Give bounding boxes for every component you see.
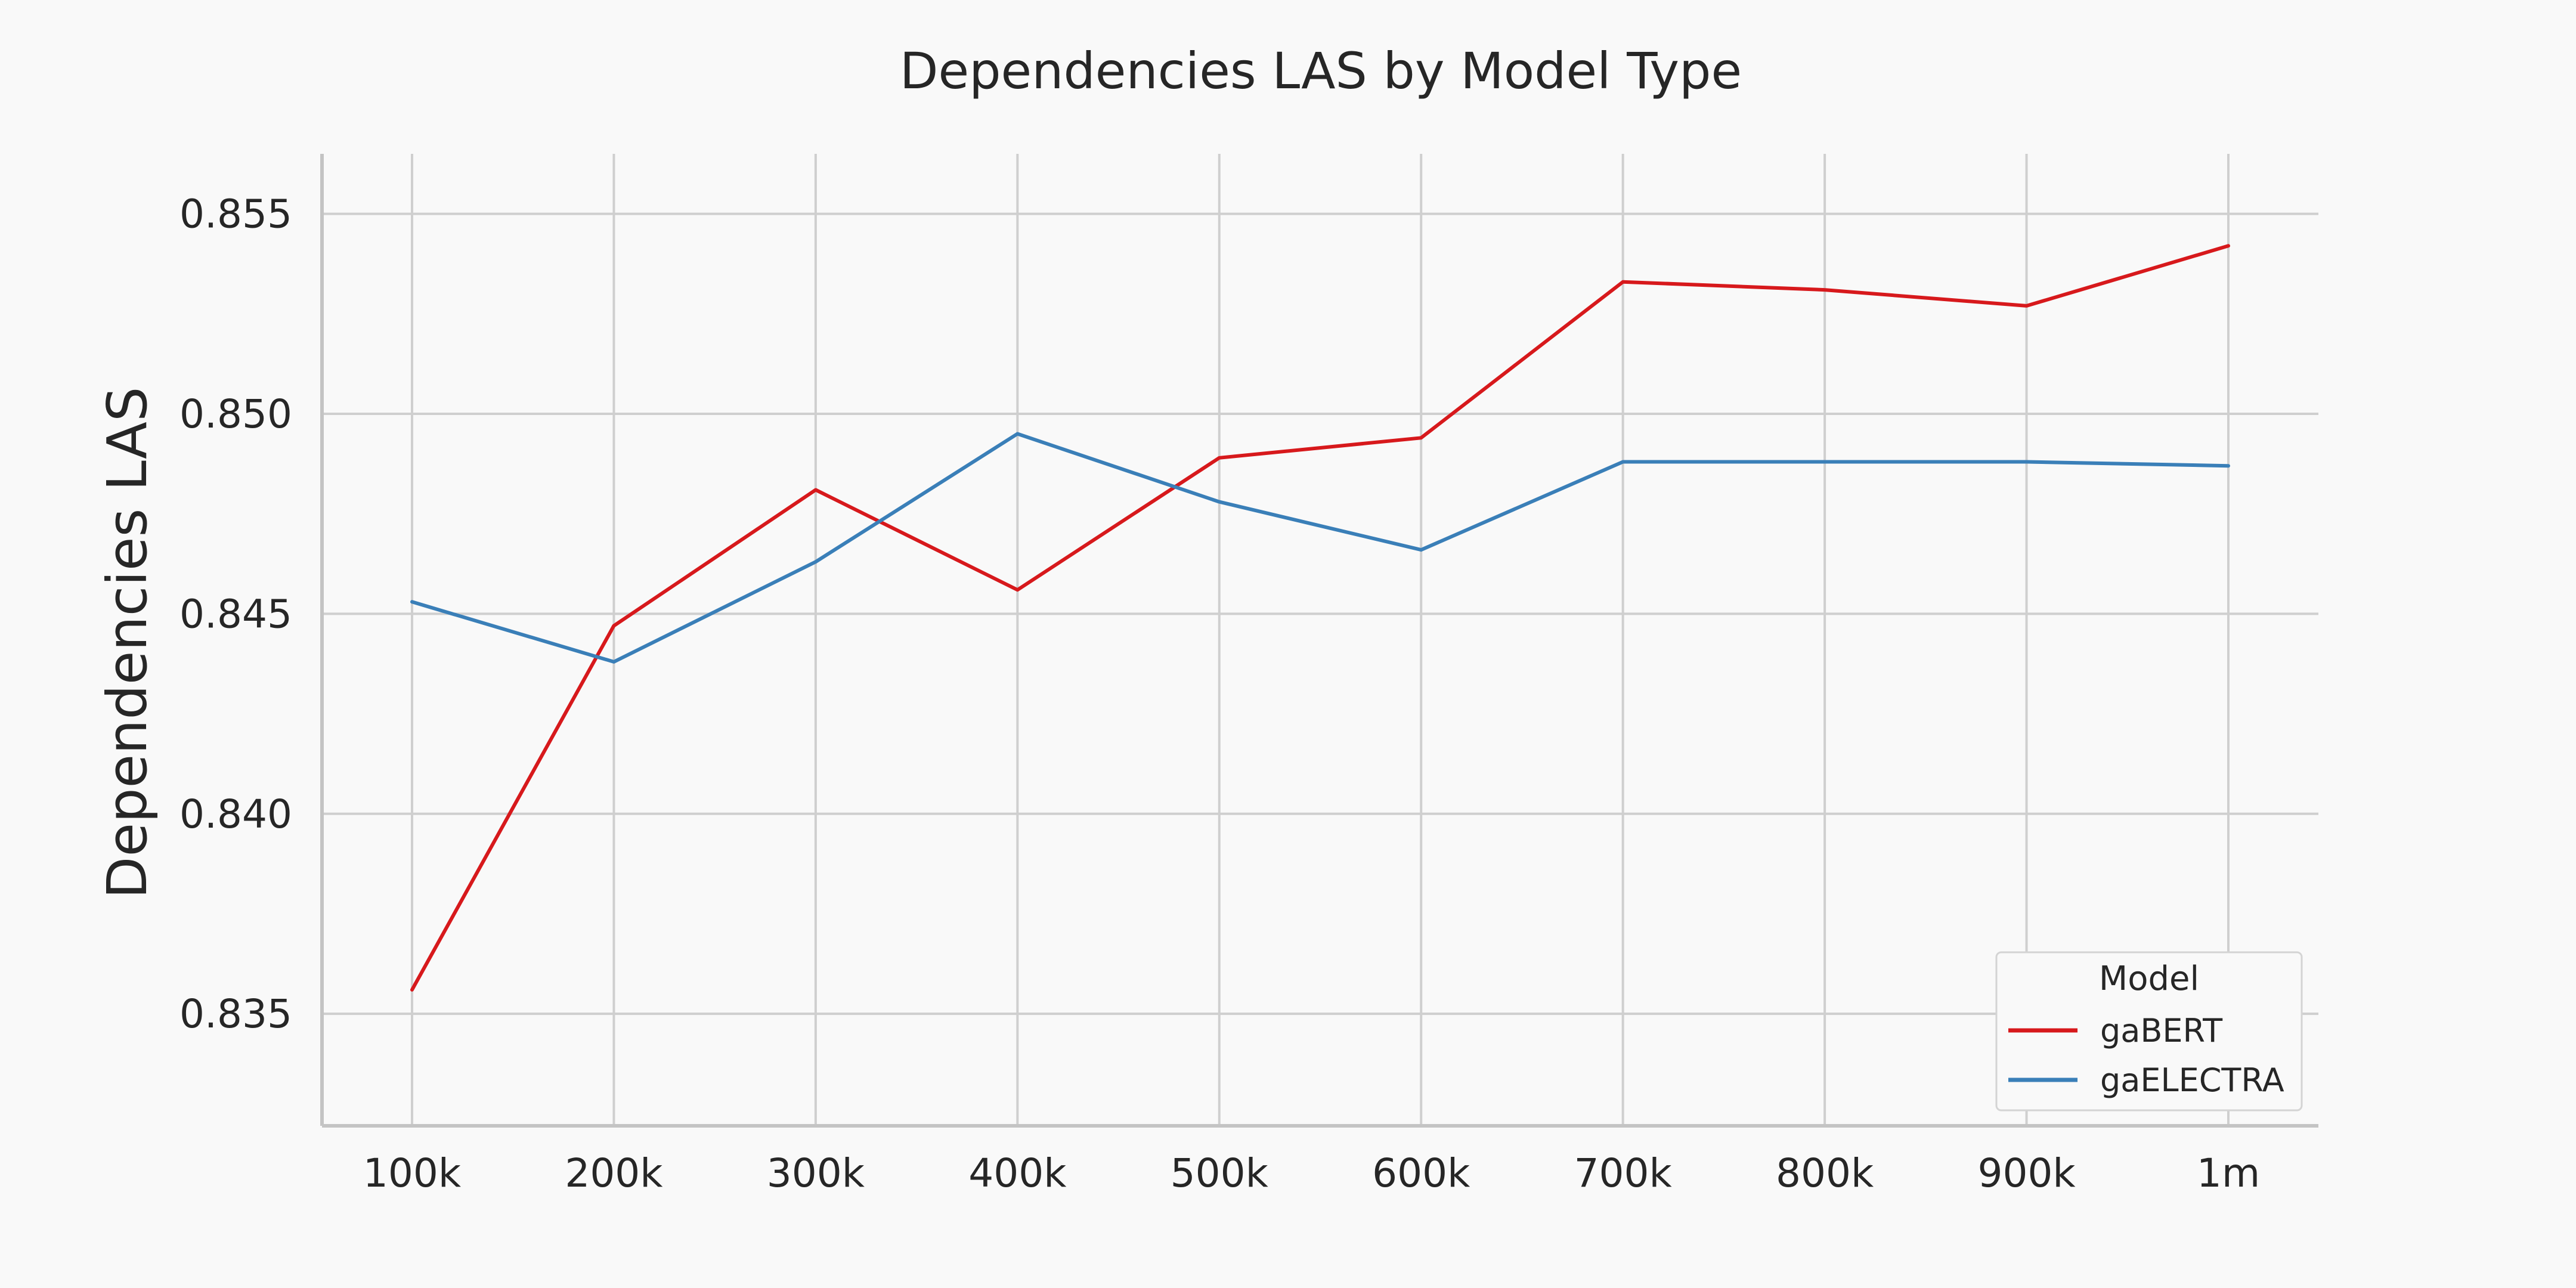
series-line-gabert	[410, 244, 2230, 992]
legend-title: Model	[2099, 959, 2199, 998]
x-tick-label: 300k	[767, 1150, 865, 1196]
series-line-gaelectra	[410, 432, 2230, 664]
y-tick-label: 0.835	[179, 991, 292, 1037]
x-tick-label: 800k	[1776, 1150, 1874, 1196]
y-axis-label: Dependencies LAS	[95, 387, 159, 899]
legend-entries: gaBERT gaELECTRA	[2008, 1012, 2284, 1099]
x-tick-label: 500k	[1171, 1150, 1269, 1196]
legend-label-gabert: gaBERT	[2100, 1012, 2223, 1049]
x-tick-label: 400k	[968, 1150, 1067, 1196]
y-tick-label: 0.840	[179, 791, 292, 837]
legend-label-gaelectra: gaELECTRA	[2100, 1061, 2284, 1099]
x-tick-label: 1m	[2197, 1150, 2260, 1196]
series-lines	[410, 244, 2230, 992]
axes	[320, 154, 2318, 1128]
tick-labels: 100k 200k 300k 400k 500k 600k 700k 800k 900k 1m 0.…	[179, 191, 2260, 1196]
chart-title: Dependencies LAS by Model Type	[900, 42, 1742, 100]
x-tick-label: 700k	[1574, 1150, 1673, 1196]
x-tick-label: 200k	[565, 1150, 663, 1196]
legend: Model gaBERT gaELECTRA	[1995, 951, 2303, 1111]
x-tick-label: 600k	[1372, 1150, 1470, 1196]
x-tick-label: 100k	[363, 1150, 462, 1196]
grid	[322, 154, 2318, 1126]
x-tick-label: 900k	[1977, 1150, 2076, 1196]
y-tick-label: 0.850	[179, 391, 292, 437]
y-tick-label: 0.845	[179, 591, 292, 637]
legend-box	[1995, 951, 2303, 1111]
y-tick-label: 0.855	[179, 191, 292, 237]
